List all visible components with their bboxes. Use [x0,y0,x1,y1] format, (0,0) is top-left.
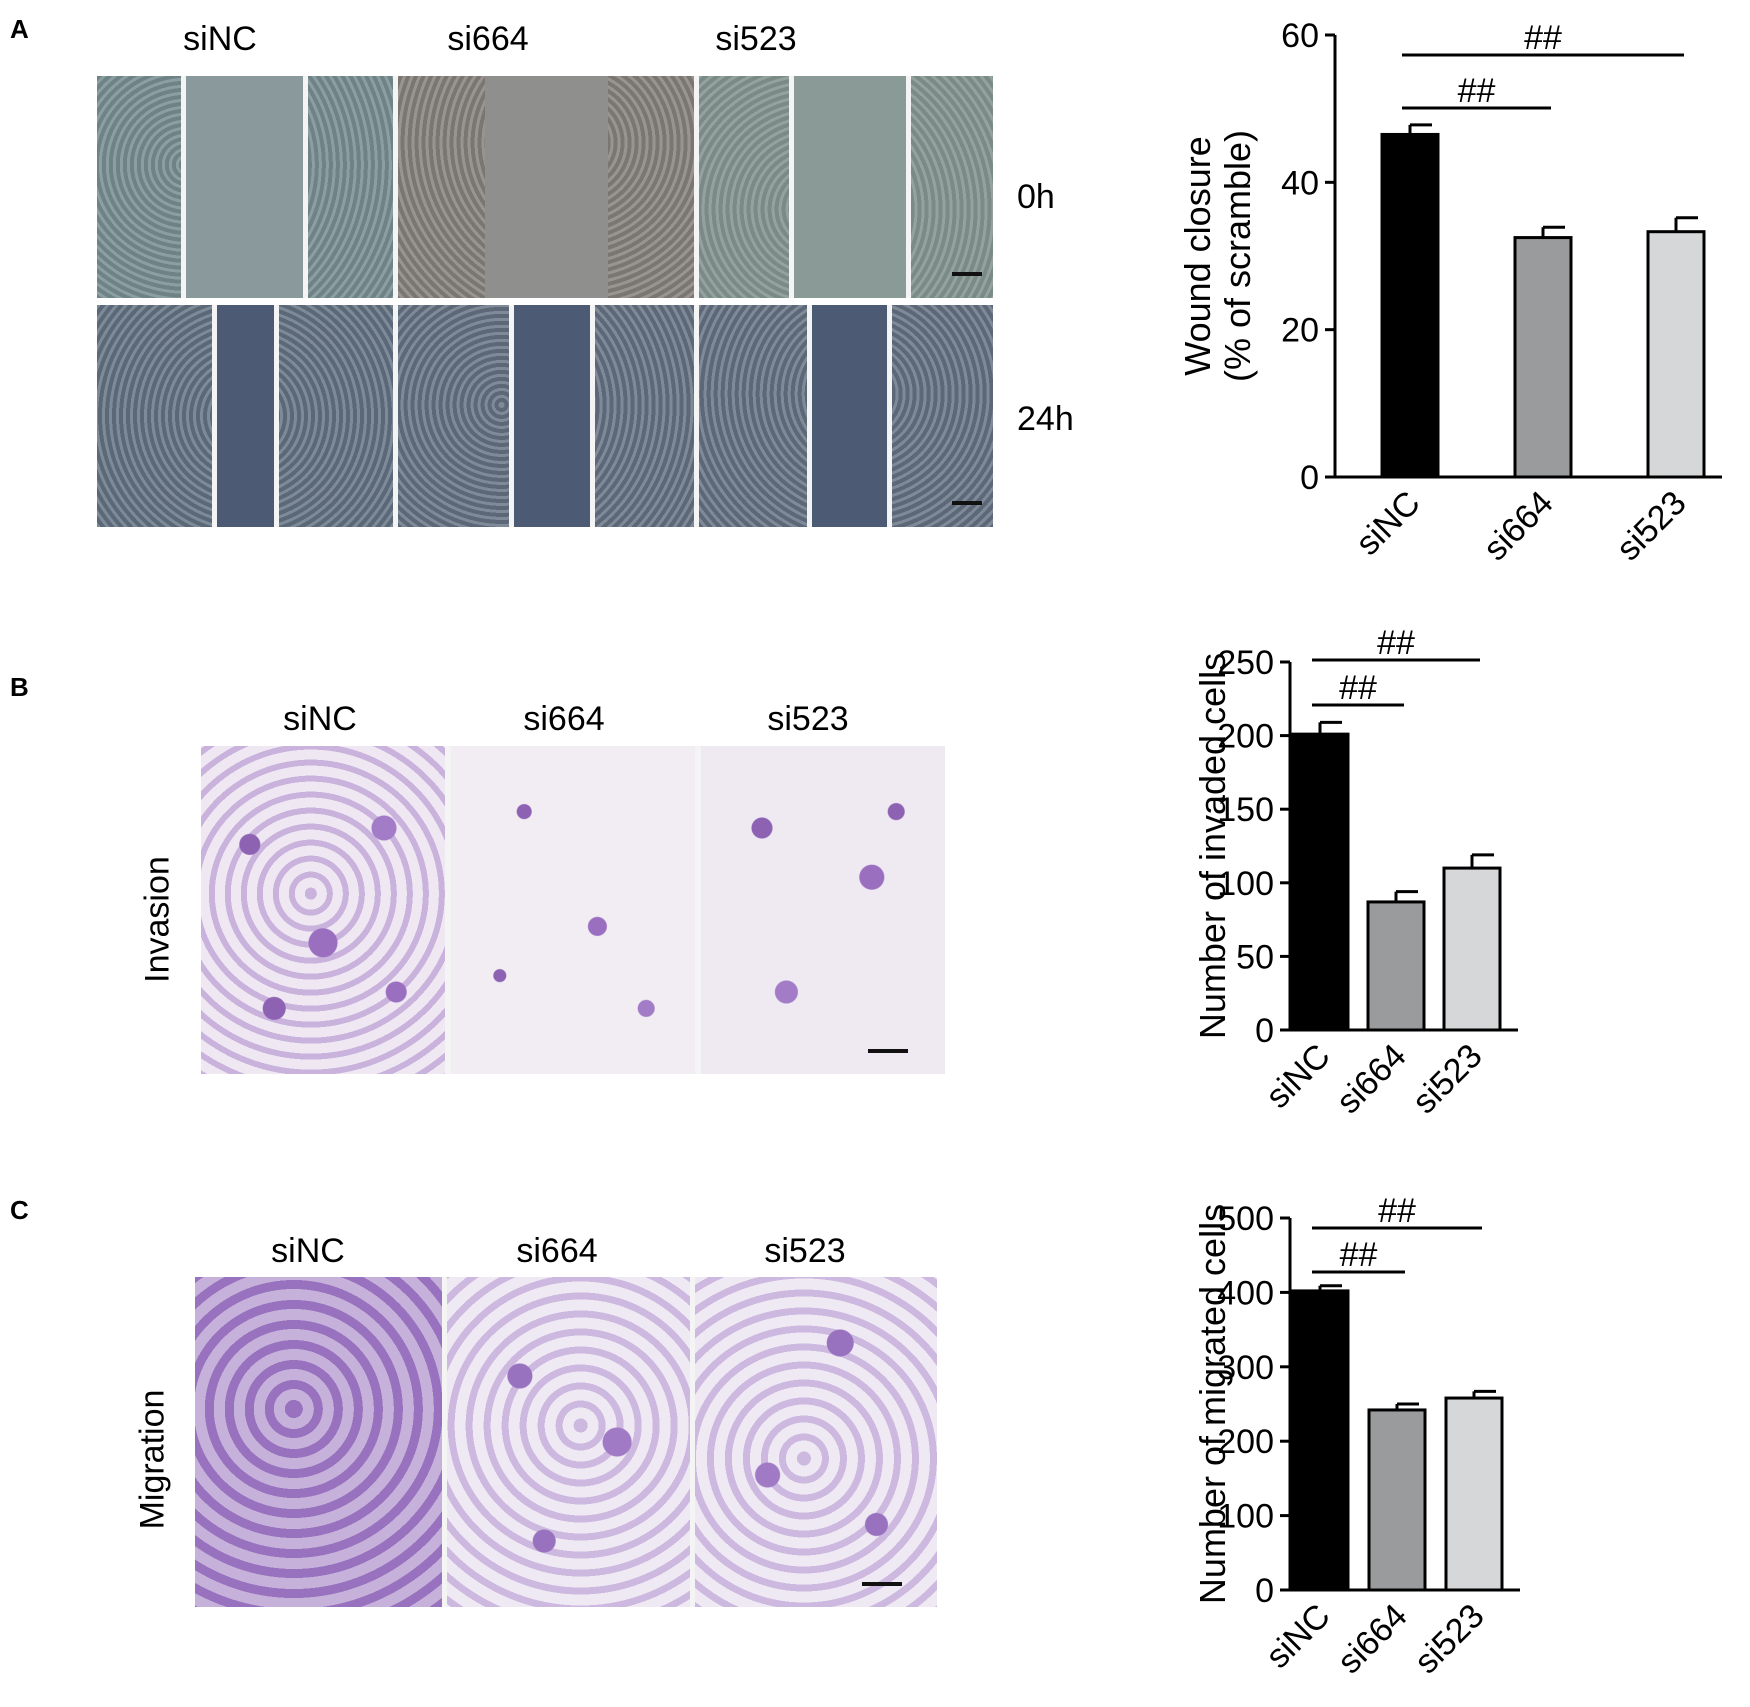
bar-siNC [1290,732,1350,1032]
invasion-image-strip [201,746,945,1074]
panel-c-col-label-si523: si523 [764,1232,846,1270]
significance-label: ## [1524,19,1562,57]
panel-letter-c: C [10,1195,29,1225]
panel-b-col-label-si664: si664 [523,700,605,738]
x-tick-label: si523 [1405,1037,1489,1121]
bar-si664 [1513,236,1573,479]
y-tick-label: 0 [1300,459,1319,497]
scratch-gap-si664-24h [511,305,590,527]
image-divider [181,76,186,298]
x-tick-label: siNC [1349,484,1428,563]
panel-a-col-label-si523: si523 [715,20,797,58]
panel-a-col-label-sinc: siNC [183,20,257,58]
scale-bar [952,272,982,276]
bar-si523 [1444,1396,1504,1592]
image-divider [694,76,699,298]
timepoint-label-24h: 24h [1017,400,1074,438]
panel-b-row-label: Invasion [138,856,177,983]
y-tick-label: 60 [1281,17,1319,55]
significance-label: ## [1340,1236,1378,1274]
y-tick-label: 200 [1217,718,1274,756]
image-divider [303,76,308,298]
image-divider [590,305,595,527]
wound-image-row-24h [97,305,993,527]
image-divider [445,746,451,1074]
y-tick-label: 400 [1217,1274,1274,1312]
y-axis-label: Number of invaded cells [1192,653,1233,1039]
scratch-gap-sinc-0h [183,76,303,298]
image-divider [393,305,398,527]
panel-c-col-label-si664: si664 [516,1232,598,1270]
image-divider [807,305,812,527]
bar-siNC [1380,132,1440,479]
image-divider [695,746,701,1074]
y-axis-label-line2: (% of scramble) [1217,130,1258,382]
chart-c-migrated-cells: 0100200300400500siNCsi664si523####Number… [1192,1192,1520,1681]
y-tick-label: 100 [1217,1498,1274,1536]
bar-si664 [1366,900,1426,1032]
significance-label: ## [1458,72,1496,110]
invasion-image-si523 [701,746,945,1074]
panel-a-col-label-si664: si664 [447,20,529,58]
wound-image-row-0h [97,76,993,298]
invasion-image-sinc [201,746,445,1074]
significance-label: ## [1377,624,1415,662]
x-tick-label: si523 [1609,484,1693,568]
panel-c-row-label: Migration [133,1389,172,1530]
image-divider [694,305,699,527]
panel-b-col-label-sinc: siNC [283,700,357,738]
migration-image-si523 [695,1277,937,1607]
migration-image-strip [195,1277,937,1607]
x-tick-label: si664 [1476,484,1560,568]
y-axis-label: Number of migrated cells [1192,1204,1233,1604]
y-axis-label: Wound closure [1177,136,1218,375]
panel-letter-a: A [10,14,29,44]
bar-si523 [1442,866,1502,1032]
invasion-image-si664 [451,746,695,1074]
chart-b-invaded-cells: 050100150200250siNCsi664si523####Number … [1192,624,1518,1121]
y-tick-label: 40 [1281,164,1319,202]
y-tick-label: 200 [1217,1423,1274,1461]
image-divider [887,305,892,527]
y-tick-label: 100 [1217,865,1274,903]
image-divider [274,305,279,527]
scale-bar [868,1049,908,1053]
scratch-gap-si664-0h [485,76,608,298]
image-divider [906,76,911,298]
x-tick-label: si664 [1330,1597,1414,1681]
chart-a-wound-closure: 0 20 40 60 siNC si664 si523 ## ## Wound closure (%… [1177,17,1722,568]
image-divider [509,305,514,527]
scratch-gap-si523-0h [791,76,906,298]
image-divider [393,76,398,298]
y-tick-label: 300 [1217,1349,1274,1387]
y-tick-label: 150 [1217,791,1274,829]
significance-label: ## [1339,669,1377,707]
migration-image-si664 [447,1277,690,1607]
y-tick-label: 0 [1255,1012,1274,1050]
y-tick-label: 0 [1255,1572,1274,1610]
bar-siNC [1290,1289,1350,1592]
scale-bar [952,501,982,505]
image-divider [442,1277,447,1607]
y-tick-label: 250 [1217,644,1274,682]
panel-c-col-label-sinc: siNC [271,1232,345,1270]
y-tick-label: 500 [1217,1200,1274,1238]
image-divider [212,305,217,527]
migration-image-sinc [195,1277,442,1607]
y-tick-label: 20 [1281,312,1319,350]
significance-label: ## [1378,1192,1416,1230]
scale-bar [862,1582,902,1586]
image-divider [789,76,794,298]
y-tick-label: 50 [1236,938,1274,976]
image-divider [690,1277,695,1607]
scratch-gap-sinc-24h [214,305,274,527]
panel-b-col-label-si523: si523 [767,700,849,738]
timepoint-label-0h: 0h [1017,178,1055,216]
x-tick-label: si664 [1329,1037,1413,1121]
panel-letter-b: B [10,672,29,702]
bar-si664 [1367,1408,1427,1592]
x-tick-label: si523 [1407,1597,1491,1681]
bar-si523 [1646,230,1706,479]
scratch-gap-si523-24h [809,305,887,527]
